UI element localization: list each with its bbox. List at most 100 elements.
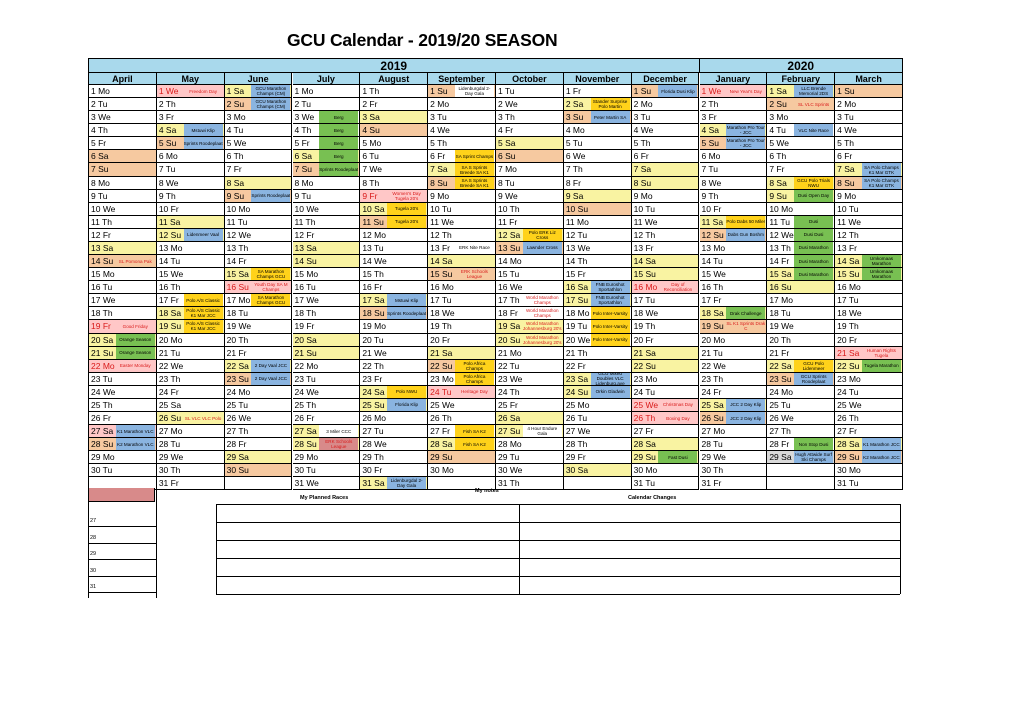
day-cell: 11 We bbox=[428, 215, 496, 229]
day-cell: 4 We bbox=[631, 124, 700, 138]
day-label: 29 Mo bbox=[294, 452, 319, 463]
day-cell: 3 We Berg bbox=[292, 111, 361, 125]
event-label: Dusi Dusi bbox=[794, 228, 834, 241]
day-label: 26 Su bbox=[701, 413, 724, 423]
day-cell: 2 Tu bbox=[89, 98, 157, 112]
day-cell: 22 Th bbox=[360, 359, 429, 373]
day-label: 12 Fr bbox=[294, 229, 315, 240]
day-label: 18 Sa bbox=[158, 308, 182, 319]
event-label: Berg bbox=[319, 111, 359, 124]
day-label: 31 Th bbox=[498, 478, 520, 489]
event-label: Day of Reconciliation bbox=[663, 282, 693, 293]
day-label: 1 Mo bbox=[91, 86, 110, 96]
day-cell: 3 Tu bbox=[631, 111, 700, 125]
day-cell: 7 Su Sprints Roodeplaat bbox=[292, 163, 361, 177]
day-label: 1 Sa bbox=[226, 86, 245, 96]
day-cell: 18 We bbox=[428, 307, 496, 321]
day-cell: 1 Su bbox=[835, 85, 903, 99]
day-label: 11 Th bbox=[294, 216, 316, 227]
day-label: 8 Sa bbox=[226, 177, 245, 188]
day-label: 17 Tu bbox=[837, 295, 859, 306]
day-label: 10 Mo bbox=[226, 203, 251, 214]
day-cell: 20 Fr bbox=[835, 333, 903, 347]
day-label: 14 Tu bbox=[158, 256, 181, 267]
day-label: 28 Tu bbox=[158, 439, 181, 450]
day-label: 14 Fr bbox=[226, 256, 247, 267]
event-label: Polo A/S Classic bbox=[183, 294, 223, 307]
day-cell: 30 Mo bbox=[835, 464, 903, 478]
day-cell: 21 Th bbox=[563, 346, 632, 360]
day-cell: 18 We bbox=[631, 307, 700, 321]
month-header: October bbox=[496, 73, 564, 85]
day-cell: 28 Fr Non Stop Dusi bbox=[767, 438, 836, 452]
day-label: 29 Sa bbox=[769, 452, 792, 463]
day-label: 29 Sa bbox=[226, 452, 249, 463]
day-cell: 14 Fr Dusi Marathon bbox=[767, 255, 836, 269]
day-cell: 30 Th bbox=[156, 464, 225, 478]
day-label: 2 Fr bbox=[362, 99, 378, 110]
day-cell: 7 Sa SA S Sprints Breede SA K1 bbox=[428, 163, 496, 177]
day-label: 5 We bbox=[226, 138, 247, 149]
day-label: 15 Su bbox=[430, 269, 453, 280]
event-label: Easter Monday bbox=[119, 363, 151, 369]
day-label: 9 Fr bbox=[362, 190, 378, 201]
day-label: 5 Th bbox=[837, 138, 855, 149]
day-cell: 6 Sa bbox=[89, 150, 157, 164]
day-cell: 24 We bbox=[89, 385, 157, 399]
month-header: January bbox=[699, 73, 768, 85]
day-cell: 5 Fr bbox=[89, 137, 157, 151]
day-label: 24 Tu bbox=[633, 386, 655, 397]
event-label: Stander Surprise Polo Martin bbox=[590, 98, 630, 111]
event-label: SA Polo Champs K1 Mar GTK bbox=[861, 176, 901, 189]
day-label: 29 We bbox=[158, 452, 184, 463]
day-cell: 14 Sa Umkomaas Marathon bbox=[835, 255, 903, 269]
day-cell: 27 Fr bbox=[835, 425, 903, 439]
notes-number-line bbox=[88, 559, 156, 560]
day-label: 7 Fr bbox=[226, 164, 242, 175]
day-cell: 15 We bbox=[699, 268, 768, 282]
day-cell: 21 Sa Human Rights Tugela bbox=[835, 346, 903, 360]
day-label: 13 We bbox=[565, 242, 591, 253]
day-label: 1 Th bbox=[362, 86, 380, 96]
day-cell: 8 Th bbox=[360, 176, 429, 190]
event-label: Boxing Day bbox=[666, 415, 690, 421]
day-cell: 24 Mo bbox=[224, 385, 293, 399]
event-label: JCC 2 Day Klip bbox=[726, 412, 766, 425]
day-label: 22 Su bbox=[837, 360, 860, 371]
day-cell: 27 Sa 3 Miler CCC bbox=[292, 425, 361, 439]
day-label: 6 Tu bbox=[362, 151, 379, 162]
day-cell: 5 Th bbox=[428, 137, 496, 151]
day-cell: 3 Mo bbox=[224, 111, 293, 125]
day-label: 20 Sa bbox=[294, 334, 317, 345]
day-cell: 11 We bbox=[631, 215, 700, 229]
day-label: 26 Tu bbox=[565, 413, 588, 423]
day-cell: 23 Su GCU Sprints Roodeplaat bbox=[767, 372, 836, 386]
day-label: 31 Tu bbox=[633, 478, 655, 489]
day-label: 11 We bbox=[633, 216, 658, 227]
event-label: GCU Polo Lidenmeer bbox=[794, 359, 834, 372]
day-cell: 10 Mo bbox=[224, 202, 293, 216]
month-header: November bbox=[563, 73, 632, 85]
day-label: 12 Th bbox=[430, 229, 452, 240]
day-cell: 29 Su K2 Marathon JCC bbox=[835, 451, 903, 465]
day-cell: 1 Sa GCU Marathon Champs (CM) bbox=[224, 85, 293, 99]
day-cell: 30 Fr bbox=[360, 464, 429, 478]
day-cell: 4 Th Berg bbox=[292, 124, 361, 138]
day-label: 26 We bbox=[226, 413, 252, 423]
day-label: 21 Tu bbox=[158, 347, 181, 358]
day-cell: 7 Su bbox=[89, 163, 157, 177]
day-cell: 30 Su bbox=[224, 464, 293, 478]
day-label: 18 Su bbox=[362, 308, 385, 319]
day-cell: 7 Mo bbox=[496, 163, 564, 177]
day-label: 22 Tu bbox=[498, 360, 520, 371]
event-label: 2 Day Vaal JCC bbox=[251, 359, 291, 372]
day-cell: 19 We bbox=[767, 320, 836, 334]
event-label: SL K1 Sprints Drak C bbox=[726, 321, 766, 332]
day-cell: 13 We bbox=[563, 241, 632, 256]
event-label: Human Rights Tugela bbox=[866, 347, 896, 358]
day-label: 25 Su bbox=[362, 399, 385, 410]
day-cell: 2 Su SL VLC Sprints bbox=[767, 98, 836, 112]
day-label: 19 Tu bbox=[565, 321, 588, 332]
day-cell: 19 We bbox=[224, 320, 293, 334]
event-label: Polo NWU bbox=[387, 385, 427, 398]
